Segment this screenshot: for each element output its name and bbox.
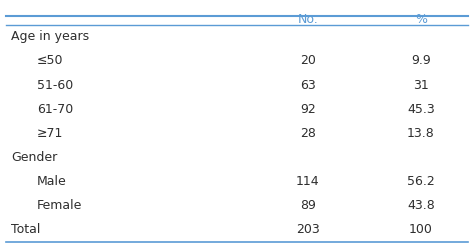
Text: ≤50: ≤50 [36, 55, 63, 67]
Text: 13.8: 13.8 [407, 126, 435, 140]
Text: 9.9: 9.9 [411, 55, 431, 67]
Text: 43.8: 43.8 [407, 199, 435, 212]
Text: 203: 203 [296, 223, 319, 236]
Text: 92: 92 [300, 102, 316, 116]
Text: 89: 89 [300, 199, 316, 212]
Text: 28: 28 [300, 126, 316, 140]
Text: 114: 114 [296, 175, 319, 188]
Text: %: % [415, 13, 427, 26]
Text: 31: 31 [413, 79, 428, 92]
Text: Male: Male [36, 175, 66, 188]
Text: 61-70: 61-70 [36, 102, 73, 116]
Text: Gender: Gender [11, 151, 57, 164]
Text: No.: No. [297, 13, 318, 26]
Text: 56.2: 56.2 [407, 175, 435, 188]
Text: Female: Female [36, 199, 82, 212]
Text: ≥71: ≥71 [36, 126, 63, 140]
Text: 45.3: 45.3 [407, 102, 435, 116]
Text: 100: 100 [409, 223, 433, 236]
Text: Age in years: Age in years [11, 31, 89, 43]
Text: Total: Total [11, 223, 40, 236]
Text: 63: 63 [300, 79, 316, 92]
Text: 51-60: 51-60 [36, 79, 73, 92]
Text: 20: 20 [300, 55, 316, 67]
